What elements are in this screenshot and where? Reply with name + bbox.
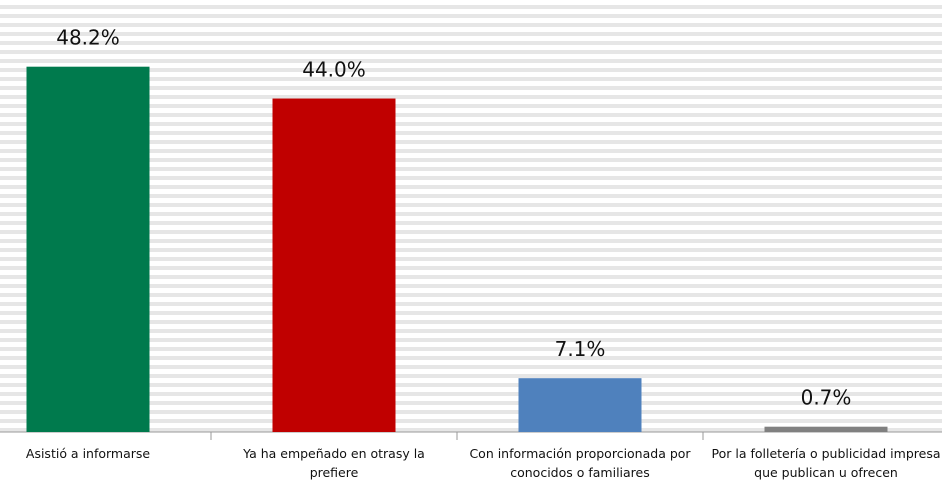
x-tick-label: Asistió a informarse bbox=[25, 446, 151, 461]
value-label: 0.7% bbox=[801, 386, 852, 410]
value-label: 44.0% bbox=[302, 58, 366, 82]
bar bbox=[272, 98, 396, 433]
x-tick-label: Por la folletería o publicidad impresa q… bbox=[711, 446, 941, 480]
bar bbox=[518, 378, 642, 432]
plot-background bbox=[0, 0, 942, 432]
bar bbox=[764, 426, 888, 432]
x-tick-label: Con información proporcionada por conoci… bbox=[469, 446, 691, 480]
value-label: 48.2% bbox=[56, 26, 120, 50]
value-label: 7.1% bbox=[555, 337, 606, 361]
bar bbox=[26, 66, 150, 433]
x-tick-label: Ya ha empeñado en otrasy la prefiere bbox=[243, 446, 425, 480]
